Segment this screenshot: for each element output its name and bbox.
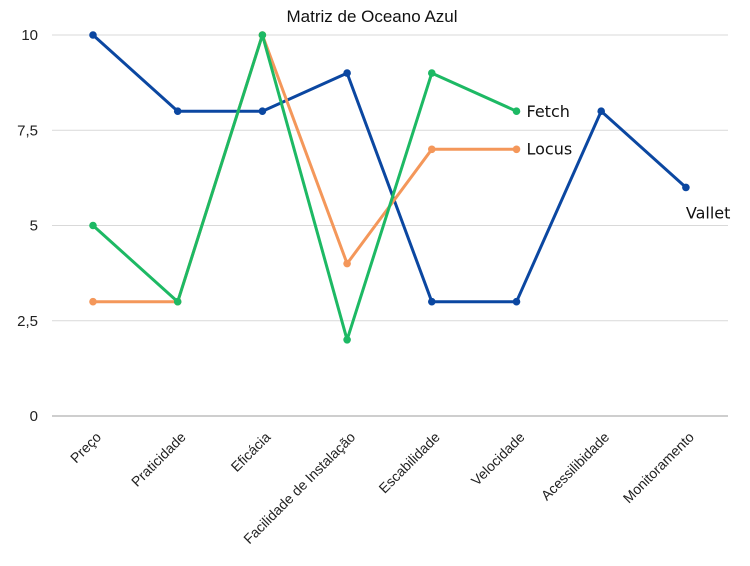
data-point — [428, 145, 436, 154]
x-tick-label: Escabilidade — [375, 429, 443, 497]
data-point — [258, 107, 267, 115]
x-tick-label: Praticidade — [128, 429, 189, 490]
data-point — [512, 145, 521, 154]
series-label-vallet: Vallet — [686, 203, 731, 222]
series-line-vallet — [91, 33, 687, 304]
data-point — [428, 69, 436, 77]
series-label-fetch: Fetch — [527, 102, 570, 121]
series-layer — [89, 31, 690, 344]
y-tick-label: 5 — [30, 218, 38, 235]
x-tick-label: Monitoramento — [620, 429, 697, 506]
x-tick-label: Velocidade — [468, 429, 528, 489]
data-point — [343, 259, 351, 268]
y-tick-label: 10 — [21, 27, 38, 44]
data-point — [173, 297, 182, 306]
data-point — [428, 297, 436, 306]
series-label-locus: Locus — [527, 139, 573, 158]
data-point — [89, 297, 97, 306]
data-point — [89, 31, 97, 39]
x-tick-label: Preço — [67, 429, 104, 466]
x-tick-label: Eficácia — [228, 429, 274, 475]
y-axis-ticks: 0 2,5 5 7,5 10 — [17, 27, 38, 425]
chart-title: Matriz de Oceano Azul — [286, 7, 457, 26]
series-vallet — [89, 31, 690, 306]
series-locus — [89, 31, 521, 306]
data-point — [597, 107, 605, 115]
data-point — [343, 336, 351, 344]
series-fetch — [89, 31, 521, 344]
data-point — [343, 69, 351, 77]
data-point — [682, 183, 690, 192]
data-point — [512, 297, 521, 306]
data-point — [173, 107, 182, 115]
series-line-locus — [93, 33, 517, 304]
data-point — [512, 107, 521, 115]
grid-layer — [52, 34, 728, 417]
series-line-fetch — [91, 33, 518, 342]
y-tick-label: 7,5 — [17, 122, 38, 139]
y-tick-label: 2,5 — [17, 313, 38, 330]
data-point — [89, 221, 97, 230]
x-tick-label: Acessilibidade — [538, 429, 613, 504]
series-labels: Vallet Locus Fetch — [527, 102, 731, 222]
y-tick-label: 0 — [30, 408, 38, 425]
data-point — [258, 31, 267, 39]
